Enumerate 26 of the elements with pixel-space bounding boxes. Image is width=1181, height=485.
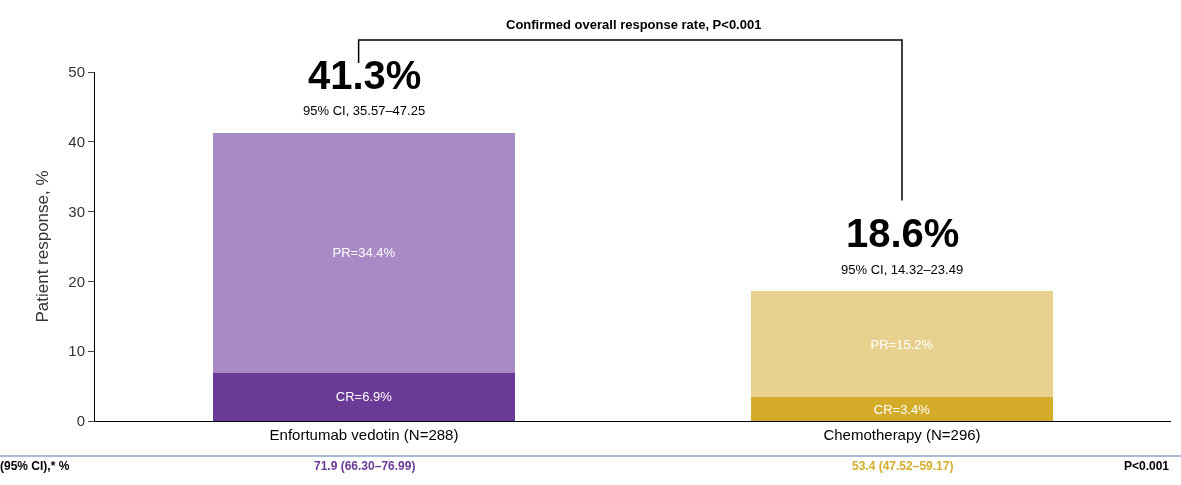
y-tick-label: 30: [68, 202, 85, 220]
text: P<0.001: [1124, 459, 1170, 473]
x-tick-label: Chemotherapy (N=296): [823, 426, 981, 443]
text: 53.4 (47.52–59.17): [852, 459, 954, 473]
y-tick-label: 20: [68, 272, 85, 290]
total-label: 41.3%: [308, 53, 422, 97]
data-label: CR=3.4%: [873, 401, 931, 417]
text: 71.9 (66.30–76.99): [314, 459, 416, 473]
annotation: 95% CI, 14.32–23.49: [841, 262, 964, 277]
data-label: PR=34.4%: [332, 245, 396, 261]
text: Confirmed overall response rate, P<0.001: [506, 17, 762, 32]
data-label: CR=6.9%: [335, 389, 393, 405]
x-tick-label: Enfortumab vedotin (N=288): [269, 426, 459, 443]
text: (95% CI),* %: [0, 459, 70, 473]
bar: [213, 132, 515, 373]
y-tick-label: 10: [68, 342, 85, 360]
y-tick-label: 40: [68, 133, 85, 151]
total-label: 18.6%: [846, 211, 960, 255]
y-tick-label: 50: [68, 63, 85, 81]
y-tick-label: 0: [76, 412, 85, 430]
bar: [751, 397, 1053, 421]
y-axis-title: Patient response, %: [32, 170, 52, 323]
bar: [751, 291, 1053, 398]
bar: [213, 372, 515, 421]
data-label: PR=15.2%: [870, 336, 934, 352]
annotation: 95% CI, 35.57–47.25: [303, 103, 426, 118]
